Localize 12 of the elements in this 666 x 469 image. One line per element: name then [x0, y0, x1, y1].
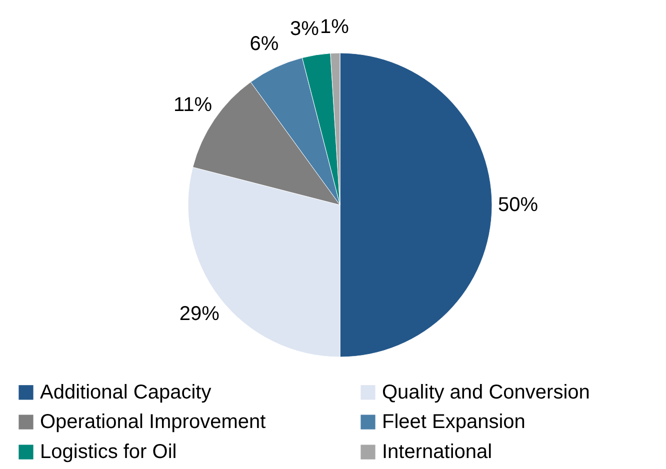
data-label: 1%	[320, 16, 350, 38]
legend-label: Logistics for Oil	[40, 441, 177, 463]
data-label: 3%	[290, 18, 320, 40]
legend-label: International	[382, 441, 492, 463]
legend-label: Operational Improvement	[40, 411, 266, 433]
data-label: 11%	[174, 94, 212, 116]
legend-label: Fleet Expansion	[382, 411, 526, 433]
data-label: 29%	[179, 303, 220, 326]
legend-label: Quality and Conversion	[382, 381, 590, 404]
data-label: 50%	[498, 194, 538, 216]
data-label: 6%	[250, 32, 279, 55]
legend-label: Additional Capacity	[40, 381, 212, 404]
